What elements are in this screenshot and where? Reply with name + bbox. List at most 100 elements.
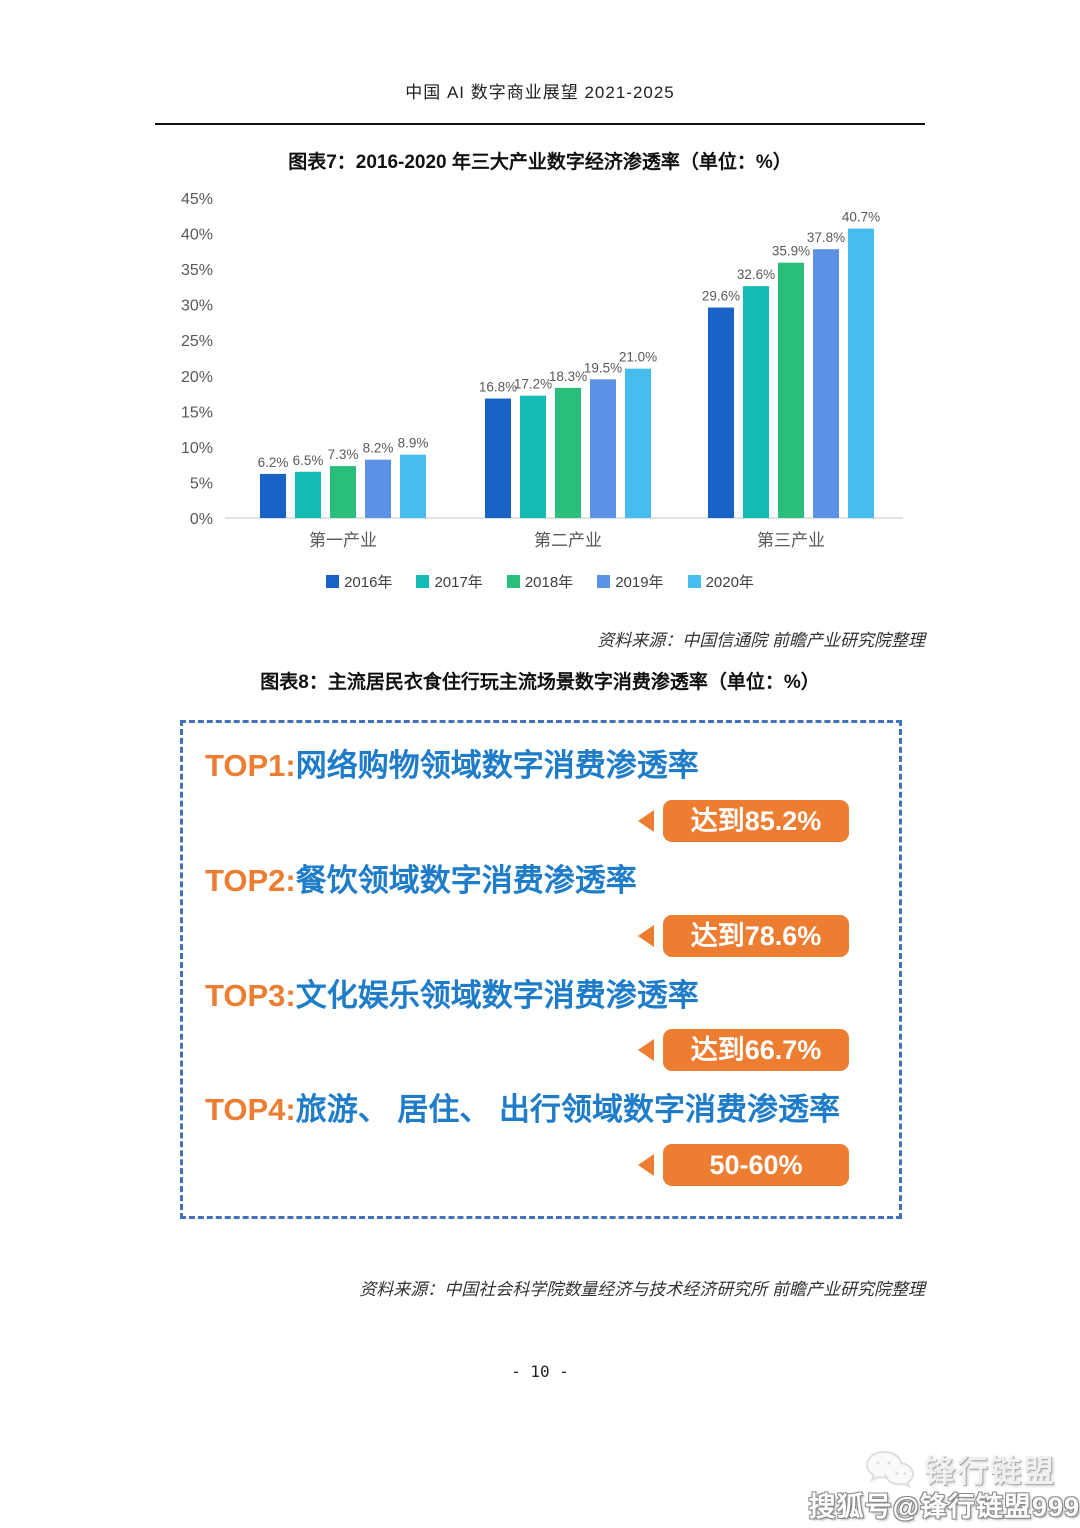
y-axis-tick-label: 25% [181,333,213,350]
top-rank-label: TOP1: [205,748,296,783]
bar-value-label: 7.3% [328,447,359,462]
legend-item: 2018年 [506,571,574,592]
watermark-account-text: 搜狐号@锋行链盟999 [808,1492,1080,1522]
legend-item: 2020年 [687,571,754,592]
y-axis-tick-label: 10% [181,440,213,457]
top-item-value-badge: 达到78.6% [663,914,849,957]
top-item-row-3: TOP3:文化娱乐领域数字消费渗透率达到66.7% [205,977,873,1072]
bar-value-label: 8.2% [363,441,394,456]
legend-swatch [506,575,520,588]
figure7-source: 资料来源：中国信通院 前瞻产业研究院整理 [597,631,925,650]
bar-value-label: 40.7% [842,210,880,225]
figure7-bar-chart: 0% 5% 10% 15% 20% 25% 30% 35% 40% 45% 6.2% 6.5% 7.3%… [155,186,925,592]
left-arrow-icon [638,809,654,832]
figure8-source: 资料来源：中国社会科学院数量经济与技术经济研究所 前瞻产业研究院整理 [359,1280,925,1299]
bar-value-label: 18.3% [549,369,587,384]
bar [778,262,804,518]
top-rank-label: TOP4: [205,1092,296,1128]
bar-value-label: 21.0% [619,350,657,365]
top-item-row-2: TOP2:餐饮领域数字消费渗透率 达到78.6% [205,862,873,957]
chart-legend: 2016年 2017年 2018年 2019年 2020年 [155,571,925,592]
bar-value-label: 35.9% [772,244,810,259]
top-item-row-4: TOP4:旅游、 居住、 出行领域数字消费渗透率 50-60% [205,1091,873,1186]
category-label: 第二产业 [534,531,602,550]
bar-value-label: 17.2% [514,377,552,392]
top-item-label: 旅游、 居住、 出行领域数字消费渗透率 [295,1092,840,1128]
page-number: - 10 - [511,1362,569,1381]
legend-swatch [597,575,611,588]
left-arrow-icon [638,924,654,947]
top-item-badge-row: 达到66.7% [205,1029,849,1072]
bar [625,368,651,518]
y-axis-tick-label: 20% [181,369,213,386]
bar-value-label: 32.6% [737,267,775,282]
legend-item: 2019年 [597,571,664,592]
legend-swatch [326,575,340,588]
y-axis-tick-label: 5% [190,475,213,492]
header-divider [155,123,925,125]
top-item-label: 网络购物领域数字消费渗透率 [295,748,699,783]
y-axis-tick-label: 15% [181,404,213,421]
legend-label: 2020年 [705,574,754,591]
watermark-brand-text: 锋行链盟 [924,1454,1056,1489]
bar [520,395,546,518]
y-axis-tick-label: 40% [181,227,213,244]
bar [848,228,874,519]
bar [400,454,426,518]
left-arrow-icon [638,1154,654,1176]
top-item-label: 文化娱乐领域数字消费渗透率 [295,977,699,1013]
y-axis-tick-label: 35% [181,262,213,279]
legend-label: 2017年 [434,574,483,591]
legend-swatch [687,575,701,588]
bar [485,398,511,518]
y-axis-tick-label: 30% [181,298,213,315]
bar [260,473,286,518]
left-arrow-icon [638,1039,654,1062]
top-item-heading: TOP1:网络购物领域数字消费渗透率 [205,747,873,786]
bar-value-label: 16.8% [479,380,517,395]
top-rank-label: TOP3: [205,977,296,1013]
top-item-row-1: TOP1:网络购物领域数字消费渗透率达到85.2% [205,747,873,842]
top-item-heading: TOP2:餐饮领域数字消费渗透率 [205,862,873,901]
bar-value-label: 19.5% [584,360,622,375]
figure8-top-list: TOP1:网络购物领域数字消费渗透率达到85.2% TOP2:餐饮领域数字消费渗透… [180,720,902,1219]
top-item-badge-row: 50-60% [205,1144,849,1186]
top-item-value-badge: 50-60% [663,1144,849,1186]
legend-label: 2018年 [524,574,574,591]
legend-item: 2017年 [416,571,483,592]
top-item-value-badge: 达到85.2% [663,799,849,842]
figure7-title: 图表7：2016-2020 年三大产业数字经济渗透率（单位：%） [288,152,792,173]
figure8-title: 图表8：主流居民衣食住行玩主流场景数字消费渗透率（单位：%） [260,672,820,693]
top-item-heading: TOP3:文化娱乐领域数字消费渗透率 [205,977,873,1016]
bar-chart-canvas: 0% 5% 10% 15% 20% 25% 30% 35% 40% 45% 6.2% 6.5% 7.3%… [181,191,903,550]
watermark: 锋行链盟 搜狐号@锋行链盟999 [809,1446,1080,1524]
bar-value-label: 6.2% [258,455,289,470]
bar [813,249,839,518]
bar [365,459,391,518]
top-item-value-badge: 达到66.7% [663,1029,849,1072]
bar-value-label: 8.9% [398,436,429,451]
legend-label: 2016年 [344,574,393,591]
bar [330,466,356,518]
bar [555,387,581,518]
category-label: 第一产业 [309,531,377,550]
top-item-badge-row: 达到85.2% [205,799,849,842]
top-item-heading: TOP4:旅游、 居住、 出行领域数字消费渗透率 [205,1091,873,1130]
legend-item: 2016年 [326,571,392,592]
legend-swatch [416,575,430,588]
top-item-label: 餐饮领域数字消费渗透率 [295,862,637,898]
bar-value-label: 29.6% [702,289,740,304]
document-header-title: 中国 AI 数字商业展望 2021-2025 [405,83,675,102]
legend-label: 2019年 [615,574,664,591]
category-label: 第三产业 [757,531,825,550]
bar [743,286,769,518]
top-rank-label: TOP2: [205,862,296,898]
bar [295,471,321,518]
wechat-chat-bubbles-icon [865,1450,915,1489]
y-axis-tick-label: 0% [190,511,213,528]
bar [590,379,616,518]
y-axis-tick-label: 45% [181,191,213,208]
bar-value-label: 6.5% [293,453,324,468]
bar-value-label: 37.8% [807,230,845,245]
